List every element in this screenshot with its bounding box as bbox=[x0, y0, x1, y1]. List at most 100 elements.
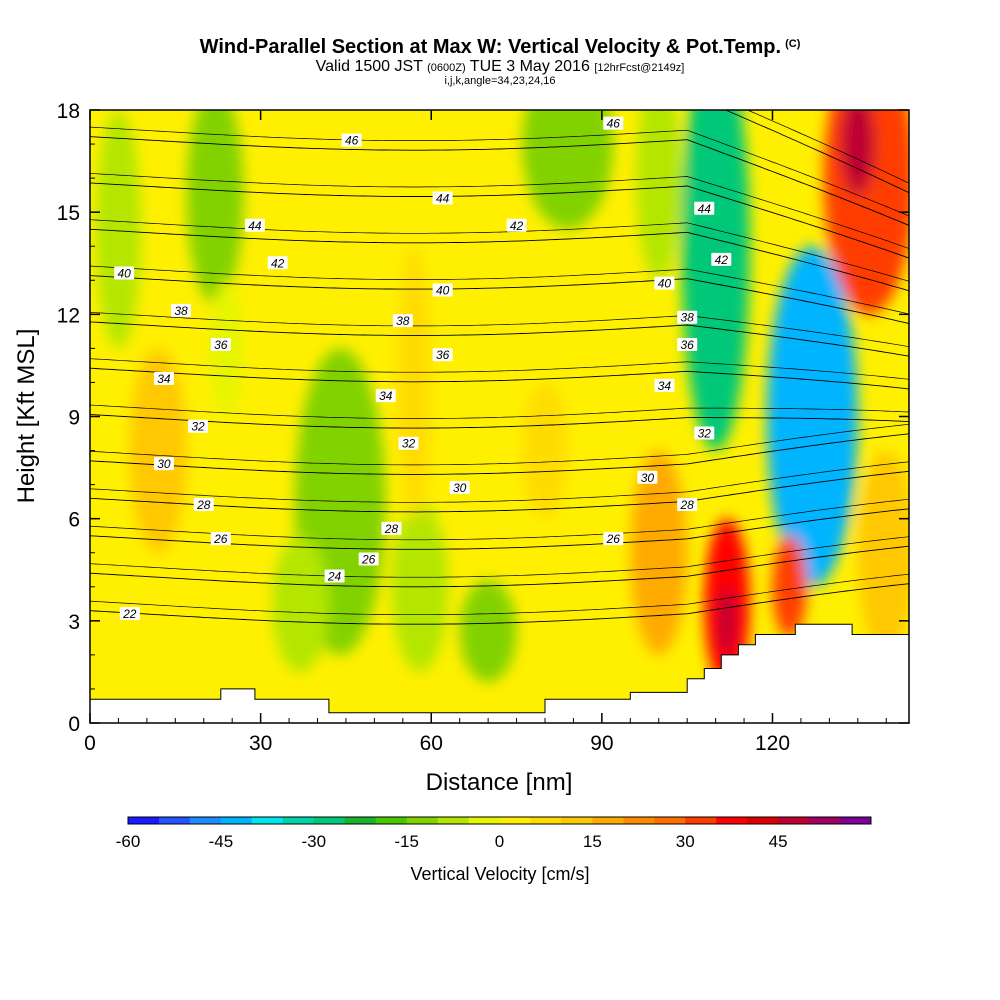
isentrope-line bbox=[90, 275, 909, 324]
isentrope-line bbox=[90, 583, 909, 625]
isentrope-line bbox=[90, 470, 909, 513]
svg-text:38: 38 bbox=[681, 311, 695, 325]
isentrope-line bbox=[90, 423, 909, 466]
colorbar-swatch bbox=[468, 817, 500, 824]
isentrope-label: 26 bbox=[358, 552, 379, 567]
svg-text:30: 30 bbox=[453, 481, 467, 495]
svg-text:28: 28 bbox=[196, 498, 211, 512]
velocity-cell bbox=[522, 382, 568, 519]
valid-utc-label: (0600Z) bbox=[427, 62, 466, 74]
colorbar-swatch bbox=[840, 817, 872, 824]
colorbar: -60 -45 -30 -15 0 15 30 45 bbox=[116, 816, 872, 851]
colorbar-tick-label: -45 bbox=[209, 832, 234, 851]
colorbar-swatch bbox=[592, 817, 624, 824]
colorbar-swatch bbox=[747, 817, 779, 824]
x-axis: 0 30 60 90 120 bbox=[84, 110, 887, 755]
velocity-cell bbox=[459, 579, 517, 683]
isentrope-labels: 22 24 26 26 26 28 28 28 30 30 30 32 32 32 34 34 34 36 36 36… bbox=[114, 116, 732, 621]
svg-text:44: 44 bbox=[248, 219, 262, 233]
isentrope-line bbox=[90, 182, 909, 259]
x-tick-label: 120 bbox=[755, 732, 790, 755]
isentrope-label: 44 bbox=[244, 218, 265, 233]
svg-text:28: 28 bbox=[384, 522, 399, 536]
isentrope-label: 38 bbox=[392, 314, 413, 328]
y-axis-label: Height [Kft MSL] bbox=[13, 329, 40, 504]
svg-text:32: 32 bbox=[191, 420, 205, 434]
colorbar-tick-label: -30 bbox=[301, 832, 326, 851]
colorbar-tick-label: -15 bbox=[394, 832, 419, 851]
svg-text:44: 44 bbox=[698, 202, 712, 216]
isentrope-label: 42 bbox=[267, 256, 288, 270]
isentrope-label: 40 bbox=[654, 276, 675, 291]
velocity-cell bbox=[186, 110, 244, 305]
isentrope-label: 46 bbox=[341, 133, 362, 148]
isentrope-line bbox=[90, 573, 909, 616]
colorbar-tick-label: -60 bbox=[116, 832, 141, 851]
svg-text:38: 38 bbox=[174, 304, 188, 318]
isentrope-label: 42 bbox=[711, 252, 732, 267]
colorbar-swatch bbox=[437, 817, 470, 824]
svg-text:36: 36 bbox=[214, 338, 228, 352]
y-tick-label: 6 bbox=[68, 509, 80, 532]
isentrope-line bbox=[90, 265, 909, 315]
isentrope-label: 36 bbox=[677, 337, 698, 352]
colorbar-swatch bbox=[220, 817, 253, 824]
svg-text:40: 40 bbox=[658, 277, 672, 291]
isentrope-line bbox=[90, 173, 909, 249]
isentrope-label: 36 bbox=[210, 337, 231, 352]
isentrope-line bbox=[90, 414, 909, 429]
isentrope-label: 30 bbox=[637, 470, 658, 485]
svg-text:42: 42 bbox=[510, 219, 524, 233]
isentrope-label: 42 bbox=[506, 218, 527, 233]
isentrope-label: 32 bbox=[188, 419, 209, 434]
svg-text:38: 38 bbox=[396, 314, 410, 328]
svg-text:22: 22 bbox=[122, 607, 137, 621]
colorbar-swatch bbox=[313, 817, 346, 824]
isentrope-label: 44 bbox=[694, 201, 715, 216]
velocity-cell bbox=[772, 535, 807, 638]
colorbar-swatch bbox=[406, 817, 439, 824]
svg-text:34: 34 bbox=[658, 379, 672, 393]
velocity-cell bbox=[397, 246, 432, 519]
isentrope-label: 34 bbox=[153, 372, 174, 386]
svg-text:30: 30 bbox=[641, 471, 655, 485]
isentrope-label: 32 bbox=[694, 426, 715, 441]
velocity-cell bbox=[718, 586, 736, 655]
velocity-cell bbox=[857, 450, 909, 655]
y-tick-label: 15 bbox=[57, 202, 80, 225]
colorbar-swatch bbox=[158, 817, 191, 824]
x-tick-label: 90 bbox=[590, 732, 613, 755]
y-tick-label: 0 bbox=[68, 713, 80, 736]
colorbar-swatch bbox=[685, 817, 717, 824]
svg-text:26: 26 bbox=[213, 532, 228, 546]
velocity-cell bbox=[630, 450, 688, 655]
isentrope-label: 36 bbox=[432, 348, 453, 362]
terrain-mask bbox=[90, 623, 909, 723]
isentrope-line bbox=[90, 358, 909, 380]
colorbar-tick-label: 0 bbox=[495, 832, 504, 851]
copyright-mark: (C) bbox=[785, 38, 801, 50]
isentrope-label: 28 bbox=[381, 521, 402, 536]
isentrope-label: 34 bbox=[654, 378, 675, 393]
isentrope-line bbox=[90, 461, 909, 503]
svg-text:46: 46 bbox=[607, 117, 621, 131]
y-tick-label: 9 bbox=[68, 407, 80, 430]
valid-date-label: TUE 3 May 2016 bbox=[469, 58, 590, 75]
svg-text:34: 34 bbox=[379, 389, 393, 403]
colorbar-tick-label: 30 bbox=[676, 832, 695, 851]
isentrope-label: 26 bbox=[603, 532, 624, 546]
isentrope-line bbox=[746, 110, 909, 184]
svg-text:24: 24 bbox=[327, 570, 342, 584]
velocity-cell bbox=[840, 110, 875, 196]
plot-area: 22 24 26 26 26 28 28 28 30 30 30 32 32 32 34 34 34 36 36 36… bbox=[89, 109, 910, 724]
isentrope-line bbox=[90, 126, 909, 217]
svg-text:34: 34 bbox=[157, 372, 171, 386]
isentrope-line bbox=[90, 536, 909, 578]
x-axis-label: Distance [nm] bbox=[426, 769, 573, 796]
colorbar-swatch bbox=[251, 817, 284, 824]
colorbar-swatch bbox=[499, 817, 531, 824]
isentrope-label: 22 bbox=[119, 607, 140, 621]
isentrope-label: 30 bbox=[449, 481, 470, 495]
isentrope-line bbox=[90, 433, 909, 475]
